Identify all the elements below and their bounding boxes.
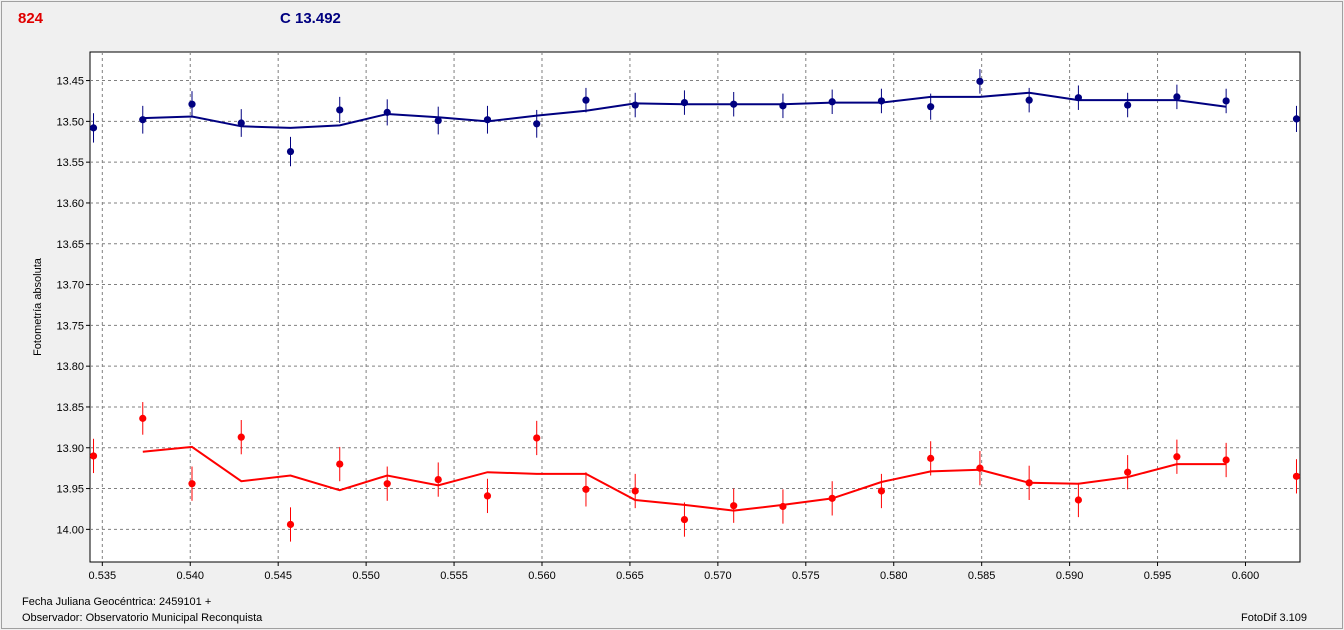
comparison-data-point <box>877 97 886 105</box>
comparison-data-point <box>1173 93 1181 101</box>
target-data-point <box>927 454 935 462</box>
observer-label: Observador: Observatorio Municipal Recon… <box>22 612 263 624</box>
comparison-data-point <box>139 116 147 124</box>
target-data-point <box>383 480 391 488</box>
series-layer <box>89 69 1301 542</box>
target-data-point <box>1124 468 1132 476</box>
target-data-point <box>828 494 836 502</box>
comparison-data-point <box>680 98 689 107</box>
comparison-label: C 13.492 <box>280 10 341 27</box>
comparison-data-point <box>237 119 245 127</box>
target-data-point <box>877 487 886 495</box>
comparison-data-point <box>779 102 787 110</box>
comparison-data-point <box>286 147 295 156</box>
comparison-data-point <box>1124 101 1132 109</box>
target-data-point <box>582 485 590 493</box>
x-tick-label: 0.575 <box>792 570 820 582</box>
target-data-point <box>1074 496 1083 504</box>
comparison-data-point <box>631 101 639 109</box>
comparison-data-point <box>1222 97 1230 105</box>
y-tick-label: 14.00 <box>56 524 84 536</box>
version-label: FotoDif 3.109 <box>1241 612 1308 624</box>
x-tick-label: 0.600 <box>1232 570 1260 582</box>
target-data-point <box>336 460 344 468</box>
target-data-point <box>976 464 984 472</box>
target-series <box>89 402 1301 542</box>
comparison-data-point <box>1025 96 1033 104</box>
y-tick-label: 13.70 <box>56 280 84 292</box>
comparison-data-point <box>582 96 590 104</box>
axis-ticks: 0.535 0.540 0.545 0.550 0.555 0.560 0.565 0.570… <box>56 76 1259 582</box>
grid-lines <box>90 52 1300 562</box>
target-data-point <box>286 520 295 529</box>
comparison-data-point <box>730 100 738 108</box>
y-tick-label: 13.80 <box>56 361 84 373</box>
y-tick-label: 13.50 <box>56 116 84 128</box>
y-axis-label: Fotometría absoluta <box>32 257 44 356</box>
x-tick-label: 0.555 <box>440 570 468 582</box>
x-tick-label: 0.570 <box>704 570 732 582</box>
comparison-data-point <box>188 100 196 108</box>
target-data-point <box>483 492 492 500</box>
julian-date-label: Fecha Juliana Geocéntrica: 2459101 + <box>22 596 212 608</box>
x-tick-label: 0.585 <box>968 570 996 582</box>
plot-area <box>89 51 1301 563</box>
y-tick-label: 13.95 <box>56 484 84 496</box>
x-tick-label: 0.545 <box>264 570 292 582</box>
comparison-data-point <box>89 124 98 132</box>
comparison-data-point <box>828 98 836 106</box>
y-tick-label: 13.65 <box>56 239 84 251</box>
target-data-point <box>1292 472 1301 480</box>
comparison-series <box>89 69 1301 167</box>
x-tick-label: 0.595 <box>1144 570 1172 582</box>
target-data-point <box>1173 453 1181 461</box>
target-data-point <box>188 480 196 488</box>
y-tick-label: 13.60 <box>56 198 84 210</box>
comparison-data-point <box>533 120 541 128</box>
target-data-point <box>631 487 639 495</box>
comparison-data-point <box>336 106 344 114</box>
comparison-data-point <box>1292 115 1301 123</box>
target-data-point <box>139 414 147 422</box>
target-data-point <box>680 515 689 524</box>
target-data-point <box>730 502 738 510</box>
comparison-data-point <box>976 77 984 85</box>
y-tick-label: 13.90 <box>56 443 84 455</box>
target-data-point <box>533 434 541 442</box>
x-tick-label: 0.540 <box>176 570 204 582</box>
y-tick-label: 13.75 <box>56 320 84 332</box>
comparison-data-point <box>434 116 442 125</box>
target-data-point <box>1222 456 1230 464</box>
x-tick-label: 0.565 <box>616 570 644 582</box>
target-data-point <box>89 452 98 460</box>
comparison-data-point <box>927 103 935 111</box>
target-data-point <box>779 502 787 511</box>
comparison-data-point <box>383 108 391 116</box>
x-tick-label: 0.580 <box>880 570 908 582</box>
target-data-point <box>1025 479 1033 487</box>
y-tick-label: 13.55 <box>56 157 84 169</box>
target-data-point <box>434 475 442 484</box>
comparison-data-point <box>1074 94 1083 102</box>
x-tick-label: 0.550 <box>352 570 380 582</box>
comparison-data-point <box>483 116 492 124</box>
x-tick-label: 0.535 <box>89 570 117 582</box>
y-tick-label: 13.45 <box>56 76 84 88</box>
target-data-point <box>237 433 245 441</box>
y-tick-label: 13.85 <box>56 402 84 414</box>
star-id-label: 824 <box>18 10 44 27</box>
x-tick-label: 0.590 <box>1056 570 1084 582</box>
x-tick-label: 0.560 <box>528 570 556 582</box>
